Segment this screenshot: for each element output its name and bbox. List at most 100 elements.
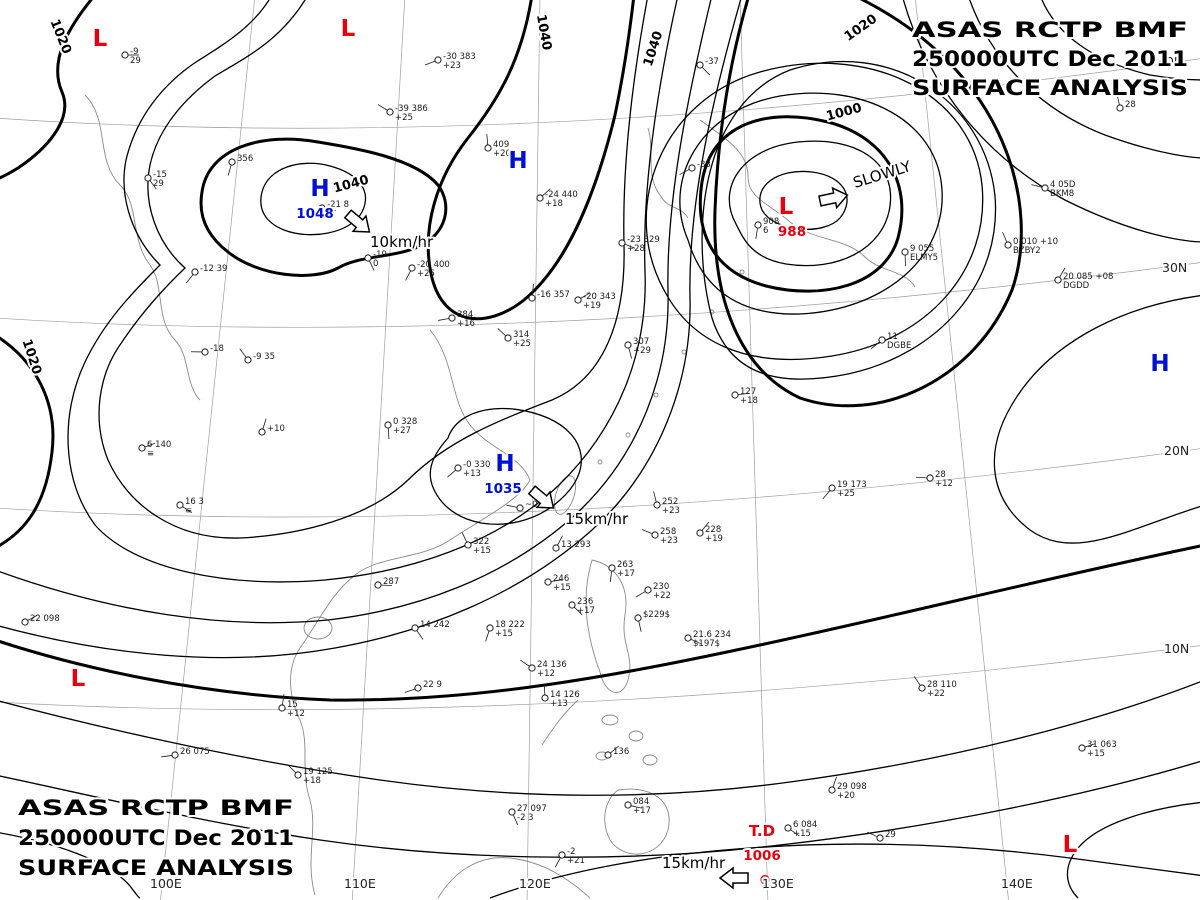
wind-barb-icon [580, 292, 591, 299]
station-value: -21 8 [327, 200, 349, 210]
station-value: ELMY5 [910, 253, 938, 263]
wind-barb-icon [324, 208, 336, 212]
station-plot: -20 400+25 [405, 260, 450, 281]
wind-barb-icon [149, 180, 157, 190]
station-circle-icon [486, 624, 494, 632]
station-circle-icon [828, 786, 836, 794]
station-value: 6 [763, 226, 768, 236]
pressure-center-label: H [310, 176, 329, 202]
station-plot: 27 097-2 3 [508, 804, 547, 825]
station-value: -30 383 [443, 52, 476, 62]
station-plot: 127+18 [731, 387, 758, 406]
motion-label: 15km/hr [565, 510, 629, 528]
station-value: 230 [653, 582, 669, 592]
station-value: 18 222 [495, 620, 525, 630]
wind-barb-icon [262, 418, 267, 430]
station-circle-icon [121, 51, 129, 59]
station-plot: 16 3≡ [176, 497, 204, 516]
station-value: -0 330 [463, 460, 490, 470]
station-value: +15 [473, 546, 491, 556]
station-value: 20 085 +08 [1063, 272, 1113, 282]
pressure-center-label: H [1150, 351, 1169, 377]
station-plot: -30 383+23 [424, 52, 476, 71]
title-block-top-right: ASAS RCTP BMF 250000UTC Dec 2011 SURFACE… [910, 16, 1190, 102]
station-value: 19 125 [303, 767, 333, 777]
station-circle-icon [386, 108, 394, 116]
station-plot: -37 [696, 57, 719, 76]
station-value: 252 [662, 497, 678, 507]
wind-barb-icon [542, 188, 551, 197]
station-value: +20 [493, 149, 511, 159]
pressure-center-value: 988 [778, 224, 806, 240]
station-plot: 28 [1116, 94, 1136, 112]
station-value: 384 [457, 310, 473, 320]
station-plot: 307+29 [624, 337, 651, 359]
station-circle-icon [608, 564, 616, 572]
station-plot: -929 [121, 47, 141, 66]
station-circle-icon [1054, 276, 1062, 284]
station-value: -16 357 [537, 290, 570, 300]
wind-barb-icon [416, 630, 424, 640]
station-circle-icon [508, 808, 516, 816]
station-plot: 236+17 [568, 597, 595, 616]
station-value: 6 084 [793, 820, 817, 830]
station-plot: 14 242 [411, 620, 450, 640]
station-value: +23 [443, 61, 461, 71]
station-plot: 6 084+15 [784, 820, 817, 839]
wind-barb-icon [870, 341, 880, 350]
station-plot: 28+12 [915, 470, 953, 489]
wind-barb-icon [461, 532, 468, 543]
station-plot: 14 126+13 [541, 683, 580, 709]
station-value: +13 [463, 469, 481, 479]
station-value: 0 [373, 259, 378, 269]
station-value: +18 [303, 776, 321, 786]
wind-barb-icon [227, 164, 232, 176]
wind-barb-icon [287, 764, 297, 774]
wind-barb-icon [182, 506, 192, 513]
station-circle-icon [1078, 744, 1086, 752]
movement-arrow-icon [527, 485, 555, 509]
station-value: +12 [287, 709, 305, 719]
station-value: +25 [417, 269, 435, 279]
title-line-1: ASAS RCTP BMF [18, 796, 294, 820]
station-plot: -12 39 [186, 264, 227, 284]
wind-barb-icon [641, 529, 653, 535]
station-circle-icon [411, 624, 419, 632]
station-value: 26 075 [180, 747, 210, 757]
station-plot: 252+23 [653, 491, 680, 516]
station-circle-icon [528, 664, 536, 672]
station-value: +25 [837, 489, 855, 499]
station-value: 19 173 [837, 480, 867, 490]
station-plot: 322+15 [461, 532, 491, 556]
station-circle-icon [244, 356, 252, 364]
station-circle-icon [651, 531, 659, 539]
station-circle-icon [464, 541, 472, 549]
station-value: ≡ [147, 449, 154, 459]
station-value: 307 [633, 337, 649, 347]
station-value: 258 [660, 527, 676, 537]
graticule-label: 140E [1001, 876, 1033, 891]
station-plot: 246+15 [544, 574, 571, 593]
station-plot: -21 80 [318, 200, 349, 219]
station-circle-icon [278, 704, 286, 712]
wind-barb-icon [915, 476, 927, 479]
station-circle-icon [364, 254, 372, 262]
station-value: 11 [887, 332, 898, 342]
isobars-thick [0, 0, 1200, 702]
station-plot: -33 [679, 160, 711, 175]
station-plot: 084+17 [624, 797, 651, 816]
station-circle-icon [878, 336, 886, 344]
station-value: -9 [130, 47, 138, 57]
station-value: +18 [545, 199, 563, 209]
station-plot: 230+22 [635, 582, 671, 601]
wind-barb-icon [161, 755, 172, 758]
wind-barb-icon [543, 683, 546, 695]
graticule-label: 20N [1164, 443, 1189, 458]
station-value: 28 [1125, 100, 1136, 110]
wind-barb-icon [27, 614, 38, 621]
station-circle-icon [901, 248, 909, 256]
station-plot: 21.6 234$197$ [684, 630, 731, 649]
